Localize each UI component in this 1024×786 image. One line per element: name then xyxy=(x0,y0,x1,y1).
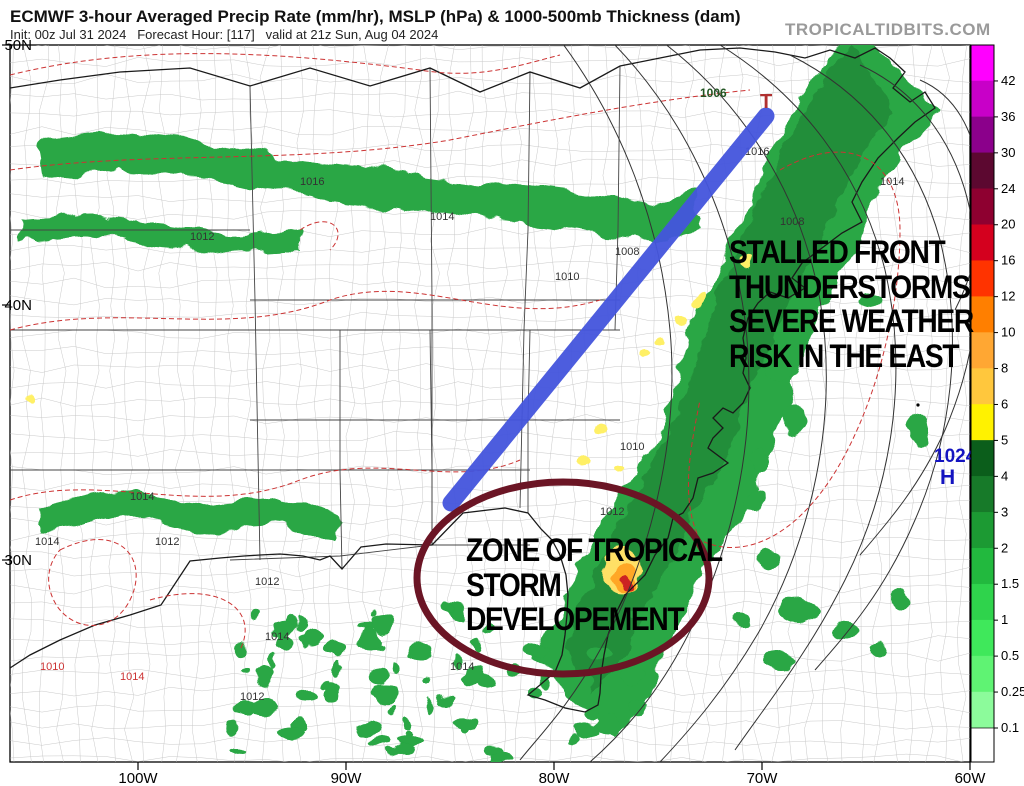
svg-text:80W: 80W xyxy=(539,770,571,786)
svg-text:1012: 1012 xyxy=(190,231,214,243)
svg-text:20: 20 xyxy=(1001,217,1015,232)
svg-text:24: 24 xyxy=(1001,181,1015,196)
svg-text:42: 42 xyxy=(1001,73,1015,88)
svg-text:1014: 1014 xyxy=(120,671,144,683)
svg-text:60W: 60W xyxy=(955,770,987,786)
svg-text:8: 8 xyxy=(1001,361,1008,376)
svg-text:12: 12 xyxy=(1001,289,1015,304)
svg-text:1014: 1014 xyxy=(35,536,59,548)
svg-text:1014: 1014 xyxy=(880,176,904,188)
svg-text:1024: 1024 xyxy=(934,446,977,467)
svg-text:30N: 30N xyxy=(4,552,32,569)
svg-text:1008: 1008 xyxy=(780,216,804,228)
svg-text:70W: 70W xyxy=(747,770,779,786)
svg-text:1012: 1012 xyxy=(600,506,624,518)
svg-text:5: 5 xyxy=(1001,432,1008,447)
svg-text:1.5: 1.5 xyxy=(1001,576,1019,591)
svg-text:H: H xyxy=(940,466,955,489)
svg-text:16: 16 xyxy=(1001,253,1015,268)
svg-text:40N: 40N xyxy=(4,297,32,314)
svg-text:6: 6 xyxy=(1001,396,1008,411)
svg-text:1008: 1008 xyxy=(615,246,639,258)
svg-text:100W: 100W xyxy=(118,770,158,786)
svg-text:4: 4 xyxy=(1001,468,1008,483)
svg-text:1014: 1014 xyxy=(130,491,154,503)
svg-text:90W: 90W xyxy=(331,770,363,786)
svg-text:2: 2 xyxy=(1001,540,1008,555)
svg-text:10: 10 xyxy=(1001,325,1015,340)
svg-text:1012: 1012 xyxy=(240,691,264,703)
svg-text:50N: 50N xyxy=(4,37,32,54)
svg-text:1010: 1010 xyxy=(555,271,579,283)
svg-text:1012: 1012 xyxy=(255,576,279,588)
svg-text:1014: 1014 xyxy=(450,661,474,673)
svg-text:T: T xyxy=(760,91,772,113)
svg-text:0.25: 0.25 xyxy=(1001,684,1024,699)
svg-text:36: 36 xyxy=(1001,109,1015,124)
svg-text:0.1: 0.1 xyxy=(1001,720,1019,735)
svg-text:1006: 1006 xyxy=(700,86,727,100)
svg-text:1012: 1012 xyxy=(155,536,179,548)
svg-text:3: 3 xyxy=(1001,504,1008,519)
svg-text:1010: 1010 xyxy=(620,441,644,453)
svg-text:1010: 1010 xyxy=(40,661,64,673)
svg-text:1014: 1014 xyxy=(265,631,289,643)
svg-text:30: 30 xyxy=(1001,145,1015,160)
svg-text:1016: 1016 xyxy=(300,176,324,188)
svg-text:1: 1 xyxy=(1001,612,1008,627)
svg-text:1014: 1014 xyxy=(430,211,454,223)
svg-text:0.5: 0.5 xyxy=(1001,648,1019,663)
